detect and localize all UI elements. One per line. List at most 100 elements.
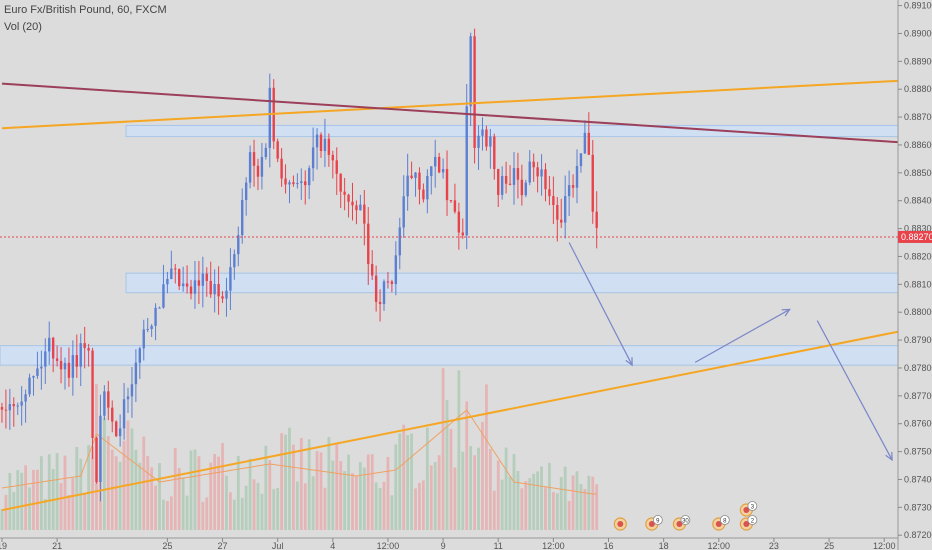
time-tick-label: 23	[769, 541, 779, 550]
candle-body	[477, 135, 480, 148]
volume-bar	[134, 449, 138, 530]
volume-bar	[83, 493, 87, 530]
volume-bar	[548, 462, 551, 530]
time-axis[interactable]: 19 21 25 27 Jul 4 12:00 9 11 12:00 16 18 12:00 23 25 12…	[0, 537, 898, 550]
candle-body	[571, 185, 575, 188]
volume-bar	[386, 456, 390, 530]
volume-bar	[63, 455, 67, 530]
candle-body	[95, 437, 98, 482]
candle-body	[181, 283, 185, 287]
volume-bar	[394, 444, 398, 530]
time-tick-label: 12:00	[542, 541, 565, 550]
volume-bar	[331, 460, 335, 530]
trend-line	[1, 79, 899, 130]
volume-bar	[591, 476, 595, 530]
volume-bar	[449, 429, 453, 530]
candle-body	[516, 168, 520, 180]
volume-bar	[307, 439, 311, 530]
candle-body	[126, 396, 130, 400]
time-tick-label: Jul	[272, 541, 284, 550]
volume-bar	[488, 448, 492, 530]
event-count-label: 8	[723, 519, 727, 525]
candle-body	[327, 138, 331, 155]
volume-bar	[410, 433, 413, 530]
volume-bar	[0, 508, 4, 530]
candle-body	[241, 199, 244, 236]
volume-bar	[421, 480, 425, 530]
volume-bar	[114, 456, 118, 530]
candle-body	[587, 132, 591, 155]
volume-bar	[406, 434, 410, 530]
candle-body	[122, 399, 126, 429]
volume-bar	[8, 472, 12, 530]
candle-body	[347, 194, 350, 202]
candle-body	[457, 211, 461, 233]
candle-body	[359, 204, 362, 211]
volume-bar	[126, 420, 130, 530]
volume-pane	[0, 368, 599, 530]
candle-body	[367, 223, 370, 265]
volume-bar	[36, 469, 39, 530]
volume-bar	[587, 475, 591, 530]
volume-bar	[225, 475, 228, 530]
time-tick-label: 12:00	[873, 541, 896, 550]
volume-bar	[516, 471, 520, 530]
candle-body	[114, 421, 118, 437]
volume-bar	[465, 401, 469, 530]
volume-bar	[414, 488, 417, 530]
volume-bar	[536, 471, 540, 530]
symbol-title[interactable]: Euro Fx/British Pound, 60, FXCM	[4, 4, 167, 16]
volume-bar	[236, 455, 240, 530]
volume-bar	[158, 463, 161, 530]
candle-body	[12, 404, 15, 407]
economic-events[interactable]: 9 30 8 2 3	[613, 501, 758, 531]
volume-bar	[4, 494, 8, 530]
candle-body	[166, 278, 169, 285]
candle-body	[288, 182, 291, 185]
volume-bar	[276, 487, 280, 530]
candle-body	[402, 196, 405, 228]
candle-body	[118, 428, 122, 437]
event-flag-icon-center	[617, 521, 624, 527]
candle-body	[319, 134, 323, 151]
trend-lines[interactable]	[1, 79, 899, 512]
volume-indicator-label[interactable]: Vol (20)	[4, 21, 42, 33]
volume-bar	[358, 461, 362, 530]
volume-bar	[28, 487, 31, 530]
volume-bar	[16, 470, 20, 530]
candle-body	[426, 176, 429, 200]
volume-bar	[524, 481, 528, 530]
volume-bar	[473, 455, 477, 530]
volume-bar	[339, 461, 343, 530]
candle-body	[170, 268, 173, 279]
candle-body	[418, 172, 421, 190]
event-flag-icon-center	[676, 521, 683, 527]
volume-bar	[551, 492, 555, 530]
volume-bar	[571, 475, 575, 530]
volume-bar	[24, 465, 28, 530]
candle-body	[237, 235, 240, 255]
candle-body	[197, 280, 201, 286]
volume-bar	[540, 466, 543, 530]
candle-body	[20, 401, 23, 406]
volume-bar	[87, 445, 91, 530]
event-count-badge	[652, 515, 663, 525]
volume-bar	[260, 493, 264, 530]
candle-body	[193, 280, 197, 294]
volume-bar	[433, 462, 437, 530]
candle-body	[410, 175, 413, 179]
volume-bar	[398, 433, 402, 530]
volume-bar	[496, 460, 500, 530]
projection-arrows[interactable]	[568, 242, 893, 462]
volume-bar	[91, 446, 94, 530]
volume-bar	[508, 476, 512, 530]
candle-body	[307, 168, 311, 186]
candle-body	[465, 106, 468, 236]
